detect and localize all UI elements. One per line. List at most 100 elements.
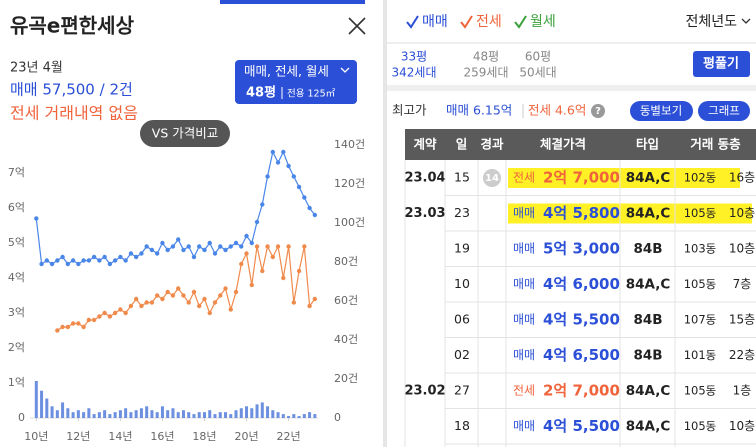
price-point	[307, 205, 312, 211]
floor: 7층	[733, 277, 752, 291]
price-point	[265, 244, 270, 249]
high-jeonse: 전세 4.6억	[528, 103, 586, 118]
price-point	[170, 293, 176, 298]
price-point	[149, 247, 155, 253]
unit-type: 84B	[633, 348, 662, 364]
jeonse-summary: 전세 거래내역 없음	[10, 104, 138, 123]
y-tick-label: 2억	[8, 341, 25, 354]
volume-bar	[224, 412, 228, 418]
price-point	[154, 293, 160, 298]
volume-bar	[287, 416, 291, 418]
volume-bar	[82, 412, 86, 418]
volume-bar	[271, 410, 275, 418]
y2-tick-label: 80건	[334, 255, 358, 268]
volume-bar	[176, 412, 180, 418]
deal-kind: 매매	[513, 277, 535, 291]
y-tick-label: 7억	[8, 166, 25, 179]
size-households: 259세대	[464, 66, 509, 80]
y2-tick-label: 140건	[334, 138, 365, 151]
volume-bar	[134, 410, 138, 418]
price-point	[107, 314, 113, 319]
volume-bar	[192, 414, 196, 418]
volume-bar	[302, 414, 306, 418]
help-icon[interactable]	[591, 104, 605, 118]
size-area[interactable]: 60평	[525, 50, 551, 64]
volume-bar	[61, 402, 65, 418]
volume-bar	[245, 406, 249, 418]
graph-button[interactable]	[698, 101, 750, 121]
price-point	[260, 202, 265, 207]
x-tick-label: 12년	[66, 430, 90, 443]
elapsed-badge	[483, 169, 501, 187]
volume-bar	[129, 412, 133, 418]
price-point	[176, 286, 181, 291]
volume-bar	[239, 408, 243, 418]
price-point	[191, 254, 197, 260]
price-point	[260, 268, 265, 274]
deal-kind: 매매	[513, 348, 535, 362]
volume-bar	[250, 408, 254, 418]
price-point	[160, 296, 165, 302]
price-point	[186, 244, 191, 249]
price-point	[154, 251, 160, 256]
deal-kind: 전세	[513, 171, 535, 185]
volume-bar	[87, 408, 91, 418]
price-point	[123, 258, 128, 263]
volume-bar	[160, 406, 164, 418]
unit-type: 84A,C	[626, 206, 671, 222]
price-point	[281, 275, 286, 281]
price-point	[197, 303, 202, 309]
volume-bar	[92, 414, 96, 418]
price-point	[223, 247, 228, 253]
volume-bar	[113, 412, 117, 418]
dong: 103동	[684, 242, 717, 256]
compare-button[interactable]	[140, 120, 230, 147]
price-point	[312, 296, 318, 302]
price-point	[197, 244, 202, 249]
price-point	[291, 300, 297, 305]
price-point	[249, 240, 254, 246]
price-point	[302, 244, 307, 249]
price-point	[191, 289, 197, 295]
by-dong-button[interactable]	[630, 101, 693, 121]
price-point	[275, 244, 281, 249]
price-point	[286, 163, 291, 169]
volume-bar	[208, 410, 212, 418]
volume-bar	[97, 412, 101, 418]
period-select[interactable]: 전체년도	[685, 14, 737, 30]
filter-button[interactable]	[235, 60, 357, 104]
volume-bar	[292, 414, 296, 418]
close-icon[interactable]	[348, 17, 366, 35]
price-point	[165, 289, 170, 295]
compare-label: VS 가격비교	[152, 126, 218, 141]
contract-day: 02	[454, 347, 470, 362]
table-header-cell: 체결가격	[540, 137, 586, 152]
y-tick-label: 4억	[8, 271, 25, 284]
price-point	[128, 251, 134, 256]
price-point	[123, 310, 128, 316]
price-point	[112, 310, 118, 316]
unit-type: 84A,C	[626, 170, 671, 186]
size-area[interactable]: 48평	[473, 50, 499, 64]
volume-bar	[40, 390, 44, 418]
price-point	[302, 195, 307, 200]
size-button[interactable]	[693, 51, 750, 77]
price-point	[60, 254, 65, 260]
price-point	[249, 282, 254, 288]
filter-jeonse[interactable]: 전세	[476, 14, 502, 30]
size-households: 342세대	[392, 66, 437, 80]
filter-trade[interactable]: 매매	[422, 14, 448, 30]
price-point	[176, 237, 181, 242]
volume-bar	[313, 414, 317, 418]
price-point	[65, 324, 71, 330]
filter-monthly[interactable]: 월세	[530, 14, 556, 30]
price-point	[244, 233, 249, 239]
price-point	[239, 261, 244, 267]
x-tick-label: 10년	[24, 430, 48, 443]
volume-bar	[297, 416, 301, 418]
size-area[interactable]: 33평	[401, 50, 427, 64]
price-point	[181, 293, 186, 298]
unit-type: 84A,C	[626, 277, 671, 293]
dong: 105동	[684, 384, 717, 398]
price-point	[270, 254, 276, 260]
